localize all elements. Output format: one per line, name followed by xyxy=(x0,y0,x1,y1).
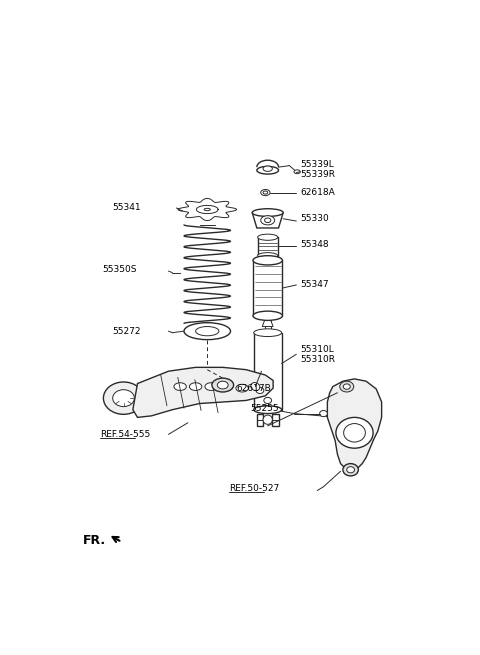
Ellipse shape xyxy=(196,327,219,336)
Text: 55348: 55348 xyxy=(300,240,329,249)
Ellipse shape xyxy=(343,384,350,389)
Text: 62617B: 62617B xyxy=(237,384,272,392)
Ellipse shape xyxy=(343,464,359,476)
Ellipse shape xyxy=(217,381,228,389)
Bar xyxy=(253,260,282,316)
Text: 55330: 55330 xyxy=(300,214,329,223)
Ellipse shape xyxy=(174,383,186,390)
Ellipse shape xyxy=(103,382,144,415)
Ellipse shape xyxy=(336,417,373,448)
Ellipse shape xyxy=(320,411,327,417)
Ellipse shape xyxy=(263,415,272,424)
Ellipse shape xyxy=(258,234,278,240)
Ellipse shape xyxy=(257,166,278,174)
Bar xyxy=(264,320,271,333)
Ellipse shape xyxy=(294,170,300,174)
Ellipse shape xyxy=(184,323,230,340)
Ellipse shape xyxy=(344,424,365,442)
Ellipse shape xyxy=(253,311,282,320)
Ellipse shape xyxy=(204,208,210,211)
Ellipse shape xyxy=(258,253,278,259)
Text: REF.50-527: REF.50-527 xyxy=(229,484,279,493)
Bar xyxy=(258,237,278,255)
Text: FR.: FR. xyxy=(83,534,107,547)
Ellipse shape xyxy=(263,166,272,172)
Ellipse shape xyxy=(220,383,233,390)
Ellipse shape xyxy=(340,381,354,392)
Bar xyxy=(272,413,278,426)
Text: 55347: 55347 xyxy=(300,280,329,290)
Text: 55350S: 55350S xyxy=(103,265,137,274)
Text: 62618A: 62618A xyxy=(300,188,335,197)
Ellipse shape xyxy=(190,383,202,390)
Text: 55341: 55341 xyxy=(112,204,141,212)
Ellipse shape xyxy=(262,405,269,411)
Ellipse shape xyxy=(261,215,275,225)
Polygon shape xyxy=(262,320,273,327)
Ellipse shape xyxy=(251,383,260,390)
Ellipse shape xyxy=(236,384,248,392)
Ellipse shape xyxy=(253,255,282,265)
Ellipse shape xyxy=(254,329,282,337)
Bar xyxy=(257,413,263,426)
Polygon shape xyxy=(252,213,283,228)
Ellipse shape xyxy=(256,387,264,394)
Ellipse shape xyxy=(212,378,234,392)
Ellipse shape xyxy=(252,209,283,216)
Ellipse shape xyxy=(261,189,270,196)
Ellipse shape xyxy=(254,406,282,413)
Text: 55255: 55255 xyxy=(250,403,278,413)
Text: 55339L
55339R: 55339L 55339R xyxy=(300,160,335,179)
Ellipse shape xyxy=(113,390,134,407)
Bar xyxy=(254,333,282,409)
Text: REF.54-555: REF.54-555 xyxy=(100,430,151,439)
Text: 55272: 55272 xyxy=(112,327,141,335)
Polygon shape xyxy=(327,379,382,470)
Ellipse shape xyxy=(347,466,355,473)
Text: 55310L
55310R: 55310L 55310R xyxy=(300,345,335,364)
Ellipse shape xyxy=(205,383,217,390)
Ellipse shape xyxy=(264,398,272,403)
Polygon shape xyxy=(133,367,273,417)
Ellipse shape xyxy=(263,191,268,194)
Ellipse shape xyxy=(264,218,271,223)
